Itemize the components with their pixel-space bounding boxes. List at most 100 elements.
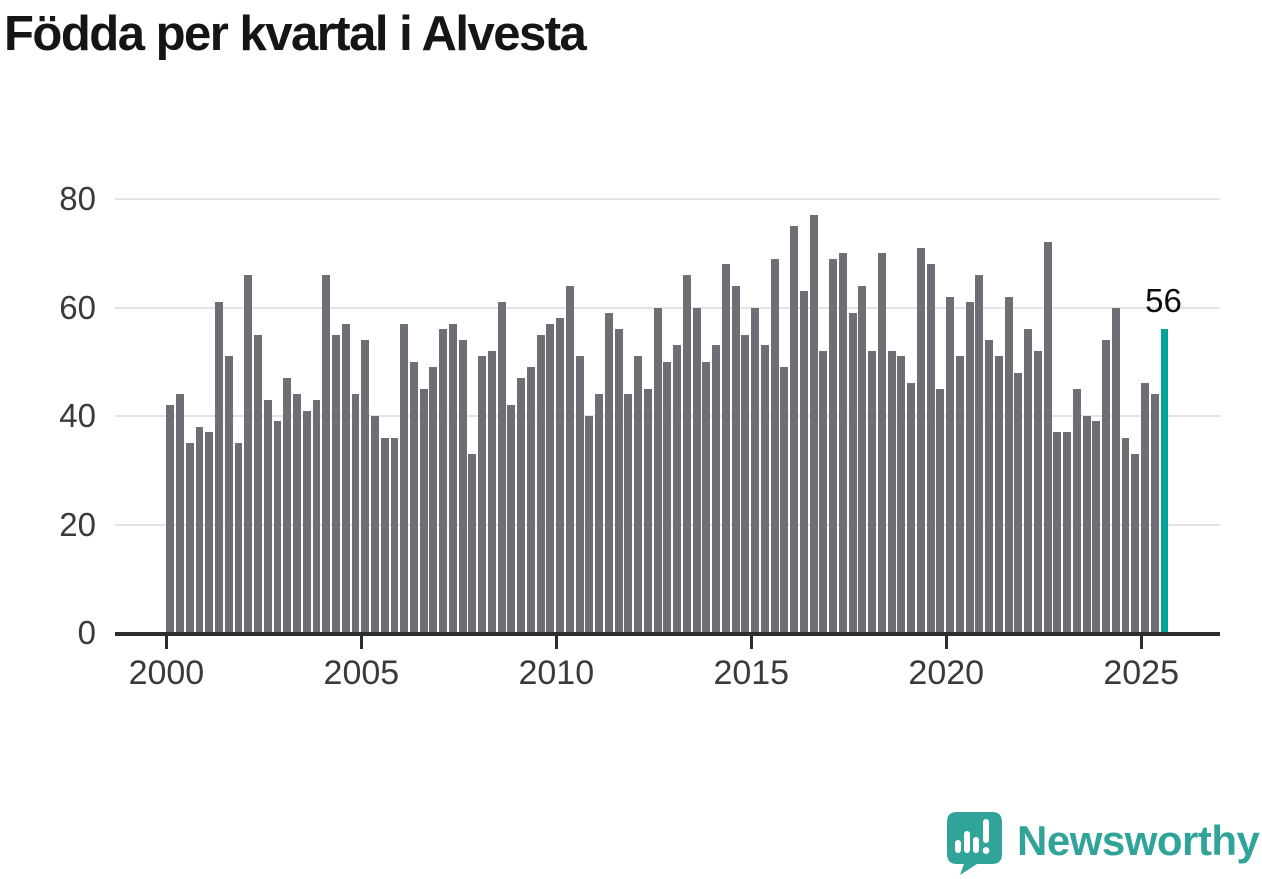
bar-2024 Q3 <box>1121 437 1130 633</box>
bar-2022 Q4 <box>1053 432 1062 633</box>
bar-2020 Q2 <box>955 356 964 633</box>
bar-2011 Q1 <box>595 394 604 633</box>
bar-2016 Q4 <box>819 350 828 633</box>
bar-2009 Q1 <box>517 378 526 633</box>
highlighted-bar-2025 Q3 <box>1160 329 1169 633</box>
x-axis-label-2015: 2015 <box>713 654 790 692</box>
bar-2021 Q3 <box>1004 296 1013 633</box>
bar-2013 Q2 <box>682 274 691 633</box>
bar-2025 Q1 <box>1141 383 1149 633</box>
y-axis-label-40: 40 <box>59 397 96 434</box>
bar-2016 Q2 <box>799 291 808 633</box>
bar-2024 Q4 <box>1131 453 1140 633</box>
bar-2017 Q2 <box>838 253 847 633</box>
bar-2015 Q2 <box>760 345 769 633</box>
bar-2001 Q4 <box>234 443 243 633</box>
bar-2020 Q1 <box>946 296 955 633</box>
x-axis-label-2010: 2010 <box>518 654 595 692</box>
bar-2015 Q3 <box>770 258 779 633</box>
bar-2003 Q3 <box>302 410 311 633</box>
bar-2008 Q4 <box>507 405 516 633</box>
bar-2015 Q4 <box>780 367 789 633</box>
bar-2007 Q4 <box>468 453 477 633</box>
bar-2017 Q1 <box>829 258 838 633</box>
bar-2004 Q4 <box>351 394 360 633</box>
y-axis-label-20: 20 <box>59 505 96 543</box>
y-axis-label-0: 0 <box>77 614 96 651</box>
bar-2010 Q1 <box>556 318 565 633</box>
bar-2011 Q4 <box>624 394 633 633</box>
bar-2005 Q1 <box>361 340 370 633</box>
bar-2007 Q3 <box>458 340 467 633</box>
bar-2018 Q1 <box>868 350 877 633</box>
bar-2021 Q2 <box>994 356 1003 633</box>
x-axis-tick-2015 <box>750 635 754 649</box>
bar-2018 Q2 <box>877 253 886 633</box>
bar-2012 Q4 <box>663 361 672 633</box>
bar-2021 Q1 <box>985 340 994 633</box>
bar-2023 Q1 <box>1063 432 1071 633</box>
bar-2005 Q3 <box>380 437 389 633</box>
bar-2014 Q4 <box>741 334 750 633</box>
bar-2018 Q4 <box>897 356 906 633</box>
bar-2013 Q1 <box>673 345 682 633</box>
bar-2004 Q1 <box>322 274 331 633</box>
bar-2002 Q3 <box>263 399 272 633</box>
bar-2023 Q4 <box>1092 421 1101 633</box>
bar-2002 Q2 <box>254 334 262 633</box>
bar-2011 Q2 <box>604 312 613 633</box>
bar-2017 Q3 <box>848 312 857 633</box>
bar-2006 Q2 <box>410 361 418 633</box>
x-axis-tick-2000 <box>165 635 169 649</box>
bar-2010 Q3 <box>575 356 584 633</box>
x-axis-tick-2005 <box>360 635 364 649</box>
x-axis-tick-2010 <box>555 635 559 649</box>
bar-2001 Q2 <box>215 302 223 633</box>
bar-2007 Q1 <box>439 329 448 633</box>
bar-2014 Q2 <box>721 264 730 633</box>
y-axis-label-60: 60 <box>59 288 96 326</box>
bar-2000 Q1 <box>166 405 175 633</box>
bar-2019 Q3 <box>926 264 935 633</box>
x-axis-label-2025: 2025 <box>1103 654 1179 692</box>
bar-2000 Q3 <box>185 443 194 633</box>
bar-2021 Q4 <box>1014 372 1023 633</box>
bar-2008 Q2 <box>487 350 496 633</box>
x-axis-tick-2025 <box>1140 635 1144 649</box>
bar-2022 Q3 <box>1043 242 1052 633</box>
x-axis-label-2000: 2000 <box>128 654 205 692</box>
bar-2019 Q2 <box>916 247 925 633</box>
bar-2022 Q1 <box>1024 329 1032 633</box>
bar-2008 Q3 <box>497 302 506 633</box>
bar-2023 Q2 <box>1072 388 1081 633</box>
bar-2012 Q2 <box>643 388 652 633</box>
bar-2001 Q1 <box>205 432 214 633</box>
bar-2003 Q2 <box>293 394 301 633</box>
bar-2013 Q3 <box>692 307 701 633</box>
bar-2010 Q2 <box>565 285 574 633</box>
bar-2019 Q1 <box>907 383 916 633</box>
bar-2016 Q3 <box>809 215 818 633</box>
bar-2015 Q1 <box>751 307 760 633</box>
bar-2014 Q3 <box>731 285 740 633</box>
bar-2024 Q1 <box>1102 340 1110 633</box>
bar-2004 Q3 <box>341 323 350 633</box>
bar-2012 Q3 <box>653 307 662 633</box>
bar-2014 Q1 <box>712 345 721 633</box>
bar-2022 Q2 <box>1033 350 1042 633</box>
bar-2005 Q4 <box>390 437 399 633</box>
y-axis-label-80: 80 <box>59 180 96 217</box>
gridline-80 <box>115 198 1220 200</box>
x-axis-label-2005: 2005 <box>323 654 400 692</box>
x-axis-line <box>115 631 1220 636</box>
bar-2009 Q4 <box>546 323 555 633</box>
bar-2019 Q4 <box>936 388 945 633</box>
bar-2006 Q4 <box>429 367 438 633</box>
bar-2006 Q1 <box>400 323 409 633</box>
bar-2002 Q4 <box>273 421 282 633</box>
bar-2009 Q3 <box>536 334 545 633</box>
chart-title: Födda per kvartal i Alvesta <box>4 7 587 61</box>
bar-2003 Q1 <box>283 378 292 633</box>
bar-2017 Q4 <box>858 285 867 633</box>
